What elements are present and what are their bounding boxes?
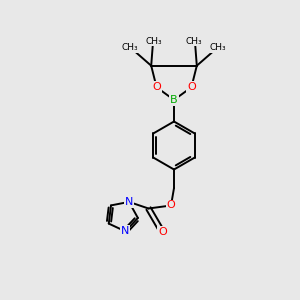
Text: O: O	[158, 226, 167, 237]
Text: N: N	[121, 226, 130, 236]
Text: O: O	[187, 82, 196, 92]
Text: B: B	[170, 95, 178, 105]
Text: CH₃: CH₃	[185, 37, 202, 46]
Text: O: O	[152, 82, 161, 92]
Text: CH₃: CH₃	[209, 43, 226, 52]
Text: N: N	[125, 197, 133, 207]
Text: O: O	[167, 200, 176, 211]
Text: CH₃: CH₃	[146, 37, 163, 46]
Text: CH₃: CH₃	[122, 43, 139, 52]
